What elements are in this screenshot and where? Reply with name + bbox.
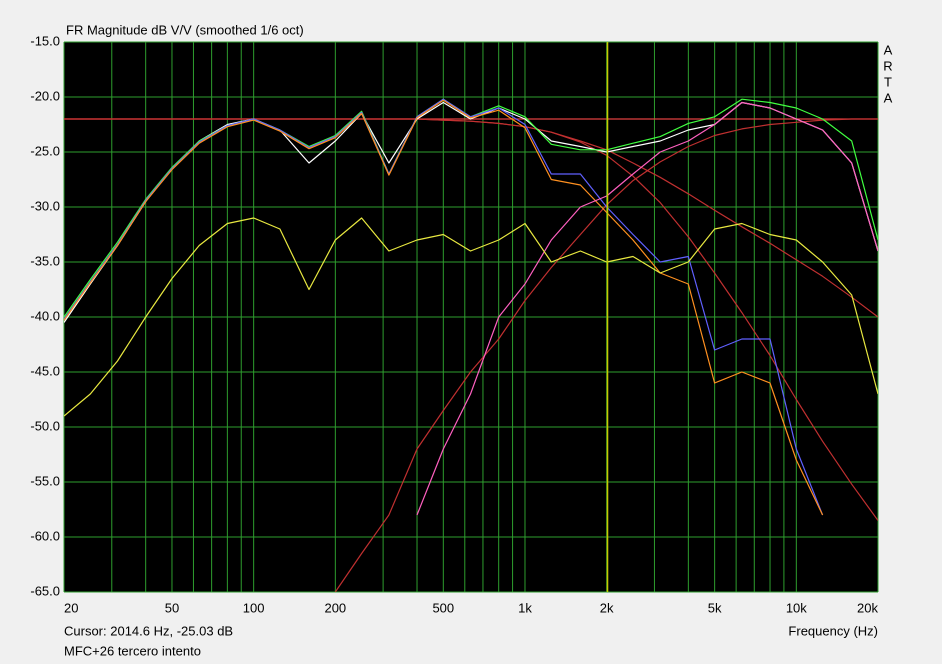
response-curve bbox=[64, 98, 824, 516]
response-curve bbox=[334, 118, 878, 592]
y-tick-label: -25.0 bbox=[30, 143, 60, 158]
chart-title: FR Magnitude dB V/V (smoothed 1/6 oct) bbox=[66, 22, 304, 37]
curves bbox=[64, 42, 878, 592]
response-curve bbox=[416, 101, 878, 516]
x-tick-label: 10k bbox=[786, 600, 807, 615]
x-tick-label: 200 bbox=[324, 600, 346, 615]
side-label: T bbox=[884, 74, 892, 89]
cursor-readout: Cursor: 2014.6 Hz, -25.03 dB bbox=[64, 623, 233, 638]
x-axis-label: Frequency (Hz) bbox=[788, 623, 878, 638]
y-tick-label: -50.0 bbox=[30, 418, 60, 433]
x-tick-label: 5k bbox=[708, 600, 722, 615]
x-tick-label: 50 bbox=[165, 600, 179, 615]
side-label: A bbox=[884, 90, 893, 105]
y-tick-label: -35.0 bbox=[30, 253, 60, 268]
y-tick-label: -65.0 bbox=[30, 583, 60, 598]
y-tick-label: -45.0 bbox=[30, 363, 60, 378]
y-tick-label: -20.0 bbox=[30, 88, 60, 103]
footer: MFC+26 tercero intento bbox=[64, 643, 201, 658]
response-curve bbox=[64, 99, 824, 516]
x-tick-label: 20k bbox=[857, 600, 878, 615]
response-curve bbox=[64, 118, 878, 521]
response-curve bbox=[64, 217, 878, 417]
x-tick-label: 2k bbox=[600, 600, 614, 615]
x-tick-label: 500 bbox=[432, 600, 454, 615]
x-tick-label: 20 bbox=[64, 600, 78, 615]
x-tick-label: 100 bbox=[243, 600, 265, 615]
y-tick-label: -55.0 bbox=[30, 473, 60, 488]
y-tick-label: -30.0 bbox=[30, 198, 60, 213]
side-label: R bbox=[883, 58, 892, 73]
y-tick-label: -60.0 bbox=[30, 528, 60, 543]
y-tick-label: -40.0 bbox=[30, 308, 60, 323]
y-tick-label: -15.0 bbox=[30, 33, 60, 48]
x-tick-label: 1k bbox=[518, 600, 532, 615]
side-label: A bbox=[884, 42, 893, 57]
